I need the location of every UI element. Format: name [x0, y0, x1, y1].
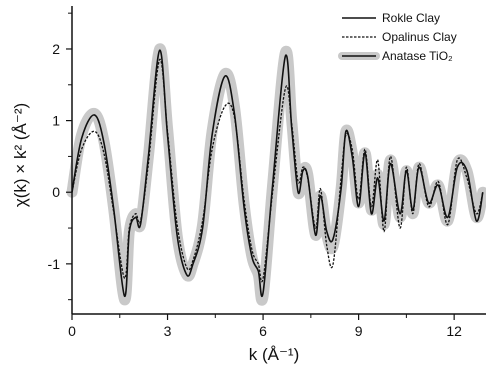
y-axis-title: χ(k) × k² (Å⁻²) [11, 103, 30, 207]
x-tick-label: 12 [446, 323, 462, 339]
x-axis-title: k (Å⁻¹) [249, 345, 300, 364]
x-tick-label: 6 [259, 323, 267, 339]
legend-label-2: Anatase TiO₂ [382, 49, 453, 63]
y-tick-label: -1 [48, 256, 61, 272]
legend: Rokle Clay Opalinus Clay Anatase TiO₂ [338, 11, 457, 63]
legend-label-1: Opalinus Clay [382, 30, 457, 44]
legend-label-0: Rokle Clay [382, 11, 440, 25]
x-tick-label: 0 [68, 323, 76, 339]
series-layer [66, 43, 486, 306]
y-tick-label: 0 [52, 184, 60, 200]
y-tick-label: 1 [52, 113, 60, 129]
series-line-0 [71, 49, 484, 297]
x-tick-label: 9 [355, 323, 363, 339]
y-tick-label: 2 [52, 41, 60, 57]
x-tick-label: 3 [164, 323, 172, 339]
